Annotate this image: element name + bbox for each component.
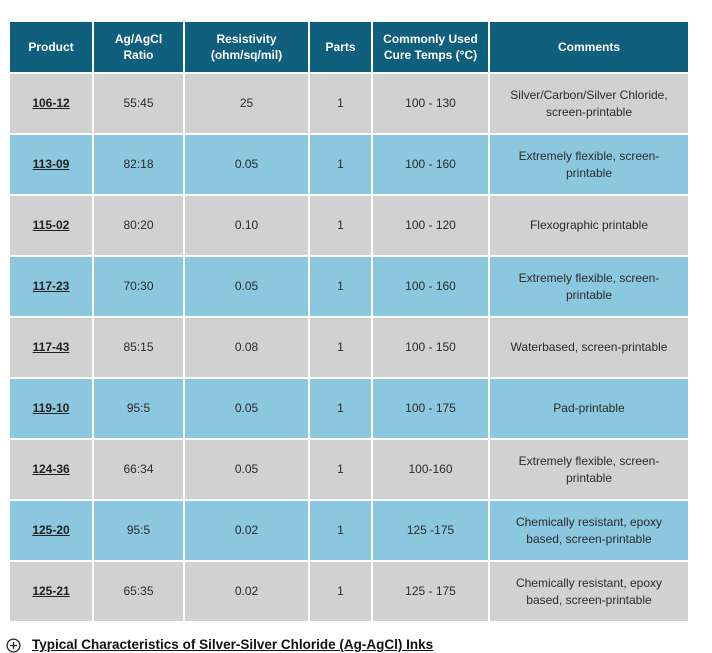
ratio-cell: 66:34	[94, 440, 183, 499]
cure-temps-cell: 100 - 130	[373, 74, 488, 133]
product-cell: 125-21	[10, 562, 92, 621]
product-link[interactable]: 113-09	[32, 157, 70, 172]
parts-cell: 1	[310, 562, 371, 621]
table-row: 125-21 65:35 0.02 1 125 - 175 Chemically…	[10, 562, 688, 621]
product-cell: 117-43	[10, 318, 92, 377]
ratio-cell: 80:20	[94, 196, 183, 255]
resistivity-cell: 0.05	[185, 257, 308, 316]
parts-cell: 1	[310, 135, 371, 194]
product-link[interactable]: 117-23	[32, 279, 70, 294]
ratio-cell: 95:5	[94, 501, 183, 560]
table-row: 106-12 55:45 25 1 100 - 130 Silver/Carbo…	[10, 74, 688, 133]
product-cell: 124-36	[10, 440, 92, 499]
cure-temps-cell: 125 - 175	[373, 562, 488, 621]
resistivity-cell: 25	[185, 74, 308, 133]
product-link[interactable]: 117-43	[32, 340, 70, 355]
column-header-parts: Parts	[310, 22, 371, 72]
comments-cell: Chemically resistant, epoxy based, scree…	[490, 562, 688, 621]
ratio-cell: 85:15	[94, 318, 183, 377]
table-caption-link[interactable]: Typical Characteristics of Silver-Silver…	[32, 637, 434, 652]
product-link[interactable]: 125-21	[32, 584, 70, 599]
parts-cell: 1	[310, 318, 371, 377]
resistivity-cell: 0.02	[185, 562, 308, 621]
ratio-cell: 82:18	[94, 135, 183, 194]
comments-cell: Flexographic printable	[490, 196, 688, 255]
ratio-cell: 70:30	[94, 257, 183, 316]
comments-cell: Waterbased, screen-printable	[490, 318, 688, 377]
ratio-cell: 95:5	[94, 379, 183, 438]
plus-circle-icon[interactable]	[6, 637, 21, 653]
product-link[interactable]: 106-12	[32, 96, 70, 111]
ratio-cell: 55:45	[94, 74, 183, 133]
product-cell: 113-09	[10, 135, 92, 194]
table-row: 117-23 70:30 0.05 1 100 - 160 Extremely …	[10, 257, 688, 316]
cure-temps-cell: 100 - 120	[373, 196, 488, 255]
table-row: 125-20 95:5 0.02 1 125 -175 Chemically r…	[10, 501, 688, 560]
comments-cell: Silver/Carbon/Silver Chloride, screen-pr…	[490, 74, 688, 133]
product-cell: 106-12	[10, 74, 92, 133]
comments-cell: Extremely flexible, screen- printable	[490, 135, 688, 194]
product-cell: 115-02	[10, 196, 92, 255]
column-header-product: Product	[10, 22, 92, 72]
resistivity-cell: 0.02	[185, 501, 308, 560]
parts-cell: 1	[310, 74, 371, 133]
cure-temps-cell: 100 - 160	[373, 257, 488, 316]
product-link[interactable]: 119-10	[32, 401, 70, 416]
table-caption-toggle[interactable]: Typical Characteristics of Silver-Silver…	[6, 637, 712, 653]
product-link[interactable]: 115-02	[32, 218, 70, 233]
product-link[interactable]: 125-20	[32, 523, 70, 538]
column-header-cure-temps: Commonly Used Cure Temps (°C)	[373, 22, 488, 72]
table-row: 113-09 82:18 0.05 1 100 - 160 Extremely …	[10, 135, 688, 194]
silver-chloride-ink-table: Product Ag/AgCl Ratio Resistivity (ohm/s…	[8, 20, 690, 623]
resistivity-cell: 0.05	[185, 135, 308, 194]
parts-cell: 1	[310, 196, 371, 255]
comments-cell: Pad-printable	[490, 379, 688, 438]
ratio-cell: 65:35	[94, 562, 183, 621]
product-cell: 125-20	[10, 501, 92, 560]
cure-temps-cell: 100 - 160	[373, 135, 488, 194]
cure-temps-cell: 100 - 175	[373, 379, 488, 438]
column-header-ratio: Ag/AgCl Ratio	[94, 22, 183, 72]
resistivity-cell: 0.08	[185, 318, 308, 377]
table-row: 115-02 80:20 0.10 1 100 - 120 Flexograph…	[10, 196, 688, 255]
column-header-comments: Comments	[490, 22, 688, 72]
resistivity-cell: 0.10	[185, 196, 308, 255]
resistivity-cell: 0.05	[185, 379, 308, 438]
parts-cell: 1	[310, 257, 371, 316]
table-row: 124-36 66:34 0.05 1 100-160 Extremely fl…	[10, 440, 688, 499]
cure-temps-cell: 100-160	[373, 440, 488, 499]
comments-cell: Extremely flexible, screen- printable	[490, 440, 688, 499]
product-cell: 119-10	[10, 379, 92, 438]
cure-temps-cell: 100 - 150	[373, 318, 488, 377]
cure-temps-cell: 125 -175	[373, 501, 488, 560]
product-cell: 117-23	[10, 257, 92, 316]
comments-cell: Extremely flexible, screen- printable	[490, 257, 688, 316]
parts-cell: 1	[310, 440, 371, 499]
parts-cell: 1	[310, 501, 371, 560]
column-header-resistivity: Resistivity (ohm/sq/mil)	[185, 22, 308, 72]
comments-cell: Chemically resistant, epoxy based, scree…	[490, 501, 688, 560]
product-link[interactable]: 124-36	[32, 462, 70, 477]
header-row: Product Ag/AgCl Ratio Resistivity (ohm/s…	[10, 22, 688, 72]
page: Product Ag/AgCl Ratio Resistivity (ohm/s…	[0, 20, 712, 653]
parts-cell: 1	[310, 379, 371, 438]
table-row: 117-43 85:15 0.08 1 100 - 150 Waterbased…	[10, 318, 688, 377]
resistivity-cell: 0.05	[185, 440, 308, 499]
table-row: 119-10 95:5 0.05 1 100 - 175 Pad-printab…	[10, 379, 688, 438]
